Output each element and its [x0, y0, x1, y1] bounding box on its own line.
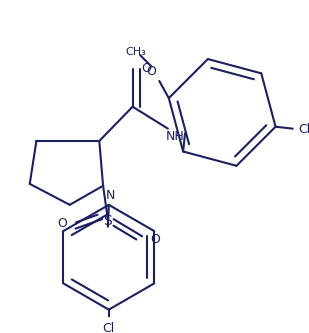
Text: N: N	[106, 189, 115, 202]
Text: Cl: Cl	[103, 322, 115, 333]
Text: O: O	[141, 62, 151, 75]
Text: Cl: Cl	[298, 123, 309, 136]
Text: S: S	[104, 214, 112, 228]
Text: O: O	[57, 217, 67, 230]
Text: CH₃: CH₃	[125, 47, 146, 57]
Text: O: O	[147, 65, 157, 78]
Text: NH: NH	[166, 130, 185, 143]
Text: O: O	[150, 233, 160, 246]
